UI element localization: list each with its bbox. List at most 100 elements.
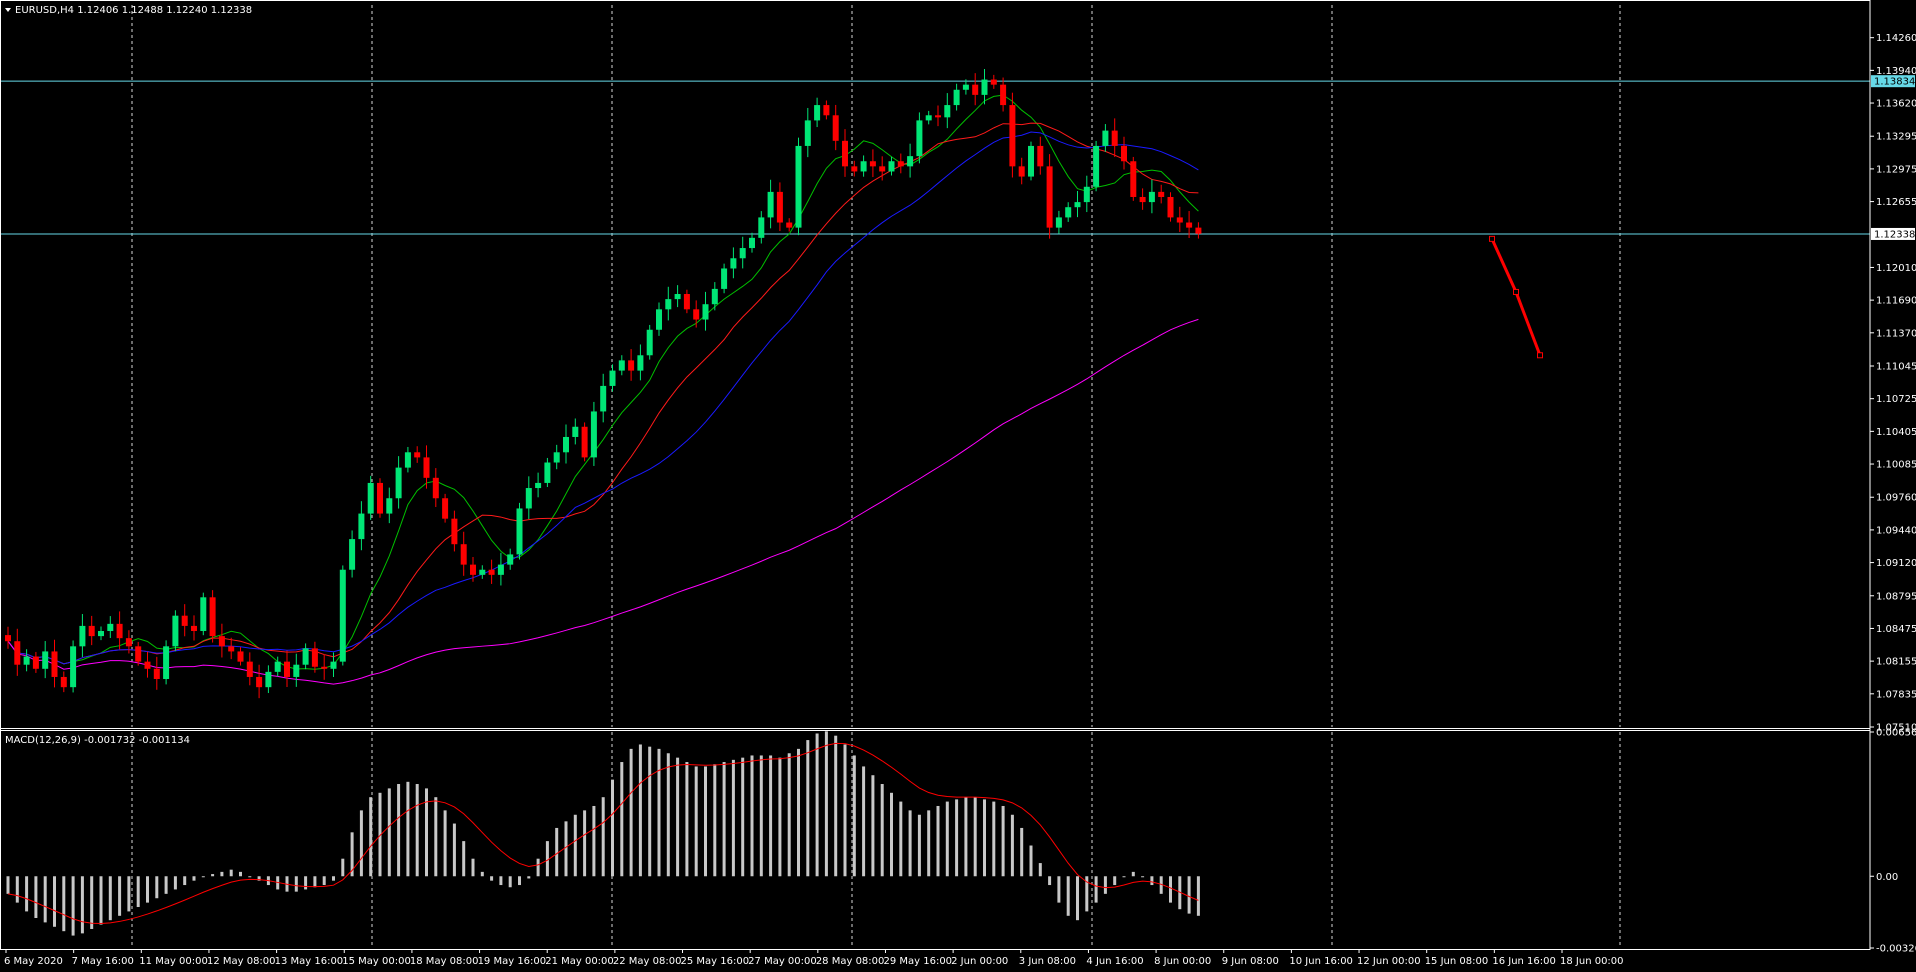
price-panel[interactable] [0,5,1870,727]
x-tick-label: 15 May 00:00 [342,956,411,967]
bear-candle [414,452,421,458]
macd-bar [1066,876,1070,916]
bull-candle [525,488,532,509]
macd-bar [871,775,875,877]
bull-candle [274,661,281,672]
macd-bar [332,876,335,881]
bear-candle [683,294,690,310]
macd-bar [927,810,931,877]
y-tick-label: 1.09440 [1876,525,1916,536]
bear-candle [60,676,67,688]
macd-bar [964,797,968,877]
bull-candle [1065,207,1072,218]
x-tick-label: 15 Jun 08:00 [1425,956,1489,967]
y-tick-label: 1.11370 [1876,328,1916,339]
macd-bar [778,757,782,877]
macd-bar [1131,871,1135,877]
dropdown-triangle-icon[interactable] [5,8,11,12]
macd-bar [899,801,903,877]
bull-candle [907,156,914,167]
x-tick-label: 7 May 16:00 [72,956,134,967]
bear-candle [869,161,876,167]
bear-candle [1009,105,1016,167]
bear-candle [897,161,904,167]
bull-candle [330,661,337,669]
bull-candle [367,482,374,514]
bear-candle [218,636,225,647]
macd-bar [852,755,856,877]
y-tick-label: 1.07510 [1876,723,1916,734]
bull-candle [98,631,104,637]
bear-candle [1037,145,1044,167]
bull-candle [600,385,607,412]
macd-panel[interactable] [6,731,1621,948]
macd-bar [350,832,354,877]
macd-bar [843,744,847,877]
macd-bar [229,869,233,877]
ma-fast-line [7,94,1199,670]
macd-bar [1094,876,1098,903]
bear-candle [1186,222,1193,228]
bear-candle [823,105,830,116]
bear-candle [851,166,858,172]
macd-bar [769,755,773,877]
bear-candle [581,426,588,458]
bear-candle [209,597,216,637]
macd-bar [15,876,19,903]
macd-bar [527,876,531,879]
bull-candle [293,664,300,677]
macd-bar [378,792,382,877]
macd-signal-line [7,742,1199,924]
x-tick-label: 12 Jun 00:00 [1357,956,1421,967]
bear-candle [191,625,197,632]
horizontal-lines[interactable] [0,80,1870,235]
bear-candle [1111,130,1118,146]
y-tick-label: 1.12010 [1876,263,1916,274]
bull-candle [70,646,77,688]
macd-bar [1187,876,1191,914]
macd-bar [815,733,819,877]
macd-bar [1085,876,1089,912]
macd-bar [304,876,308,890]
y-tick-label: 1.13620 [1876,99,1916,110]
macd-bar [890,792,893,877]
x-tick-label: 11 May 00:00 [139,956,208,967]
bull-candle [721,268,728,289]
macd-bar [43,876,47,923]
bull-candle [479,569,486,575]
bull-candle [665,299,672,310]
bull-candle [535,482,542,489]
bull-candle [656,309,662,330]
bull-candle [730,258,737,269]
macd-bar [34,876,38,918]
bear-candle [1130,161,1137,197]
macd-bar [992,801,996,877]
moving-averages [7,94,1199,685]
ma-long-line [7,318,1199,685]
bear-candle [1046,166,1053,228]
bear-candle [628,360,635,371]
bear-candle [1176,217,1183,223]
macd-bar [731,759,735,877]
macd-bar [741,757,745,877]
bull-candle [981,79,988,95]
x-tick-label: 22 May 08:00 [613,956,682,967]
bull-candle [590,411,597,458]
forecast-line[interactable] [1489,235,1543,359]
bull-candle [674,294,681,300]
macd-bar [657,748,661,877]
bull-candle [1055,217,1062,228]
macd-bar [1103,876,1107,894]
bull-candle [107,623,114,632]
x-tick-label: 16 Jun 16:00 [1492,956,1556,967]
macd-bar [1141,876,1145,878]
macd-bar [192,876,196,881]
x-tick-label: 9 Jun 08:00 [1222,956,1279,967]
macd-bar [1169,876,1172,903]
y-tick-label: 1.09120 [1876,558,1916,569]
macd-bar [201,876,205,878]
bull-candle [349,539,356,570]
macd-bar [685,762,689,877]
bear-candle [423,457,430,478]
macd-bar [806,740,810,877]
